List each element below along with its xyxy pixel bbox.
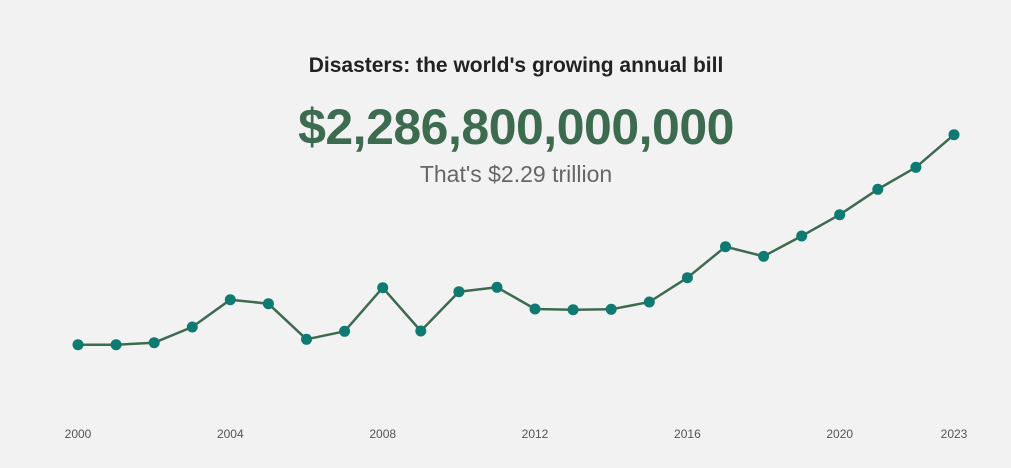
data-point-2020[interactable] [834, 209, 846, 221]
x-tick-label-2008: 2008 [369, 427, 396, 441]
data-point-2005[interactable] [262, 298, 274, 310]
data-point-2003[interactable] [186, 321, 198, 333]
data-point-2023[interactable] [948, 129, 960, 141]
total-value: $2,286,800,000,000 [298, 99, 734, 155]
data-point-2002[interactable] [148, 337, 160, 349]
chart-title: Disasters: the world's growing annual bi… [308, 54, 724, 77]
data-point-2007[interactable] [339, 325, 351, 337]
data-point-2014[interactable] [605, 303, 617, 315]
x-tick-label-2023: 2023 [941, 427, 968, 441]
x-tick-label-2020: 2020 [826, 427, 853, 441]
x-tick-label-2012: 2012 [522, 427, 549, 441]
data-point-2000[interactable] [72, 339, 84, 351]
data-point-2019[interactable] [796, 230, 808, 242]
data-point-2011[interactable] [491, 281, 503, 293]
data-point-2018[interactable] [758, 250, 770, 262]
data-point-2010[interactable] [453, 286, 465, 298]
data-point-2004[interactable] [224, 294, 236, 306]
x-tick-label-2000: 2000 [65, 427, 92, 441]
data-point-2006[interactable] [301, 333, 312, 345]
data-point-2015[interactable] [643, 296, 655, 308]
x-tick-label-2016: 2016 [674, 427, 701, 441]
data-point-2016[interactable] [681, 272, 693, 284]
series-line [78, 133, 955, 346]
data-point-2009[interactable] [415, 325, 427, 337]
x-tick-label-2004: 2004 [217, 427, 244, 441]
data-point-2021[interactable] [872, 183, 884, 195]
data-point-2001[interactable] [110, 339, 122, 351]
data-point-2017[interactable] [720, 241, 731, 253]
data-point-2008[interactable] [377, 282, 389, 294]
data-point-2013[interactable] [567, 304, 579, 316]
total-subtitle: That's $2.29 trillion [419, 161, 613, 187]
data-point-2012[interactable] [529, 303, 541, 315]
data-point-2022[interactable] [910, 161, 922, 173]
